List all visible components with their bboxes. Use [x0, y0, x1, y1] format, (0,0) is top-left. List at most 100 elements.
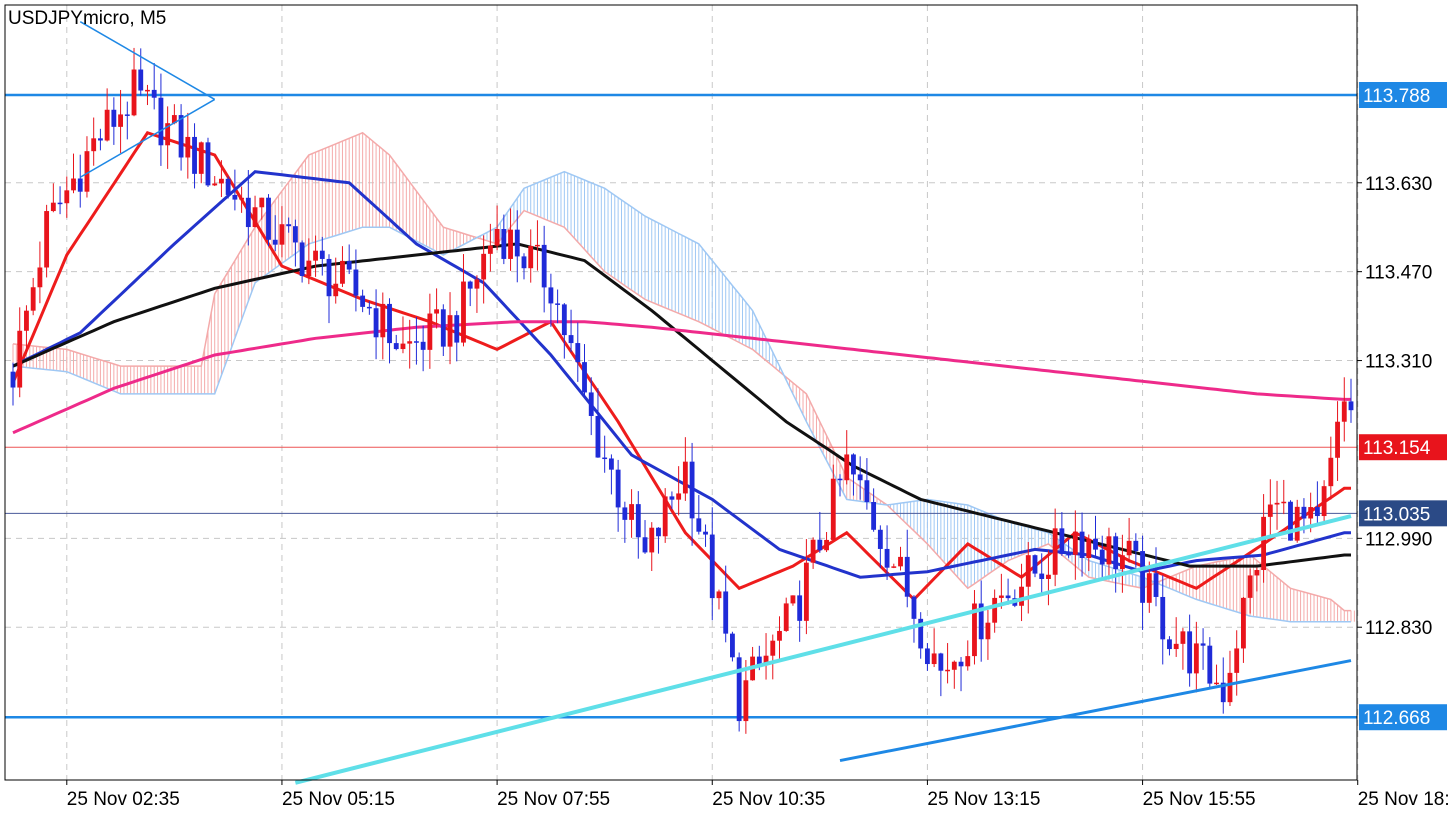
candle-body — [1059, 528, 1065, 554]
candle-body — [44, 211, 50, 268]
candle-body — [286, 224, 292, 227]
candle-body — [871, 501, 877, 530]
candle-body — [837, 478, 843, 481]
candle-body — [978, 603, 984, 640]
candle-body — [797, 595, 803, 621]
candle-body — [642, 537, 648, 553]
y-tick-label: 112.990 — [1365, 529, 1432, 550]
candle-body — [844, 454, 850, 481]
candle-body — [1113, 536, 1119, 570]
horizontal-lines[interactable] — [5, 93, 1357, 719]
candle-body — [279, 224, 285, 245]
candle-body — [252, 207, 258, 228]
candle-body — [124, 114, 130, 116]
candle-body — [716, 591, 722, 599]
candle-body — [440, 309, 446, 347]
candle-body — [938, 653, 944, 671]
candle-body — [998, 595, 1004, 598]
candle-body — [777, 630, 782, 641]
candle-body — [689, 461, 695, 519]
trendlines[interactable] — [79, 21, 1352, 785]
trendline-blue-support — [839, 659, 1352, 763]
candle-body — [212, 183, 218, 186]
grid — [5, 5, 1359, 780]
candle-body — [138, 69, 144, 91]
candle-body — [1314, 507, 1320, 517]
candle-body — [877, 529, 883, 549]
candle-body — [407, 341, 413, 344]
ichimoku-cloud — [12, 131, 1355, 623]
candle-body — [37, 267, 43, 288]
candle-body — [682, 461, 688, 494]
candle-body — [313, 250, 318, 261]
candle-body — [434, 309, 440, 314]
candle-body — [185, 136, 191, 158]
candle-body — [1119, 555, 1125, 570]
plot-frame — [4, 4, 1358, 781]
price-axis[interactable]: 113.630 113.470 113.310 112.990 112.830 113.7… — [1357, 82, 1447, 731]
candle-body — [1254, 570, 1260, 576]
candle-body — [629, 504, 634, 520]
candle-body — [535, 244, 540, 247]
candle-body — [77, 178, 83, 192]
candle-body — [824, 539, 829, 551]
chart-title: USDJPYmicro, M5 — [8, 8, 166, 29]
candle-body — [709, 534, 715, 599]
candle-body — [817, 539, 823, 551]
candle-body — [830, 478, 836, 540]
candle-body — [1052, 528, 1058, 575]
candle-body — [884, 548, 890, 568]
candle-body — [1153, 573, 1159, 597]
candle-body — [945, 669, 951, 672]
candle-body — [1335, 421, 1340, 458]
candle-body — [568, 335, 574, 344]
candle-body — [1294, 506, 1300, 541]
candle-body — [1187, 631, 1193, 674]
y-tick-label: 112.830 — [1365, 618, 1432, 639]
candle-body — [1308, 507, 1314, 519]
candle-body — [951, 661, 957, 670]
candle-body — [400, 343, 406, 350]
candle-body — [790, 595, 796, 604]
candle-body — [561, 304, 567, 336]
candle-body — [461, 281, 466, 343]
candle-body — [319, 250, 325, 259]
candle-body — [232, 194, 238, 200]
candle-body — [1274, 502, 1280, 505]
candle-body — [1281, 501, 1287, 504]
ma-ma-mid — [12, 170, 1351, 579]
candle-body — [736, 657, 742, 722]
candle-body — [541, 244, 547, 288]
candle-body — [1267, 504, 1273, 517]
time-axis[interactable]: 25 Nov 02:35 25 Nov 05:15 25 Nov 07:55 25 N… — [66, 780, 1448, 810]
candle-body — [1247, 575, 1253, 598]
trendline-cyan-support — [294, 514, 1352, 785]
candle-body — [17, 330, 23, 388]
candle-body — [487, 245, 493, 254]
y-tick-label: 113.630 — [1365, 174, 1432, 195]
candle-body — [1167, 639, 1172, 650]
candle-body — [299, 242, 305, 277]
candle-body — [918, 618, 924, 649]
candle-body — [1079, 531, 1085, 559]
candle-body — [10, 371, 16, 388]
candle-body — [615, 469, 621, 508]
candle-body — [71, 178, 76, 191]
candle-body — [810, 539, 816, 563]
candle-body — [1328, 457, 1334, 487]
candle-body — [192, 136, 197, 174]
candle-body — [353, 269, 359, 296]
candle-body — [1146, 573, 1152, 603]
candle-body — [131, 69, 137, 116]
candle-body — [555, 303, 561, 305]
candle-body — [1072, 531, 1078, 555]
candle-body — [326, 258, 332, 297]
y-tick-label: 113.310 — [1365, 352, 1432, 373]
candle-body — [1220, 682, 1226, 703]
candle-body — [427, 313, 433, 350]
moving-averages — [11, 131, 1351, 602]
candle-body — [1348, 401, 1354, 411]
candle-body — [198, 142, 204, 174]
